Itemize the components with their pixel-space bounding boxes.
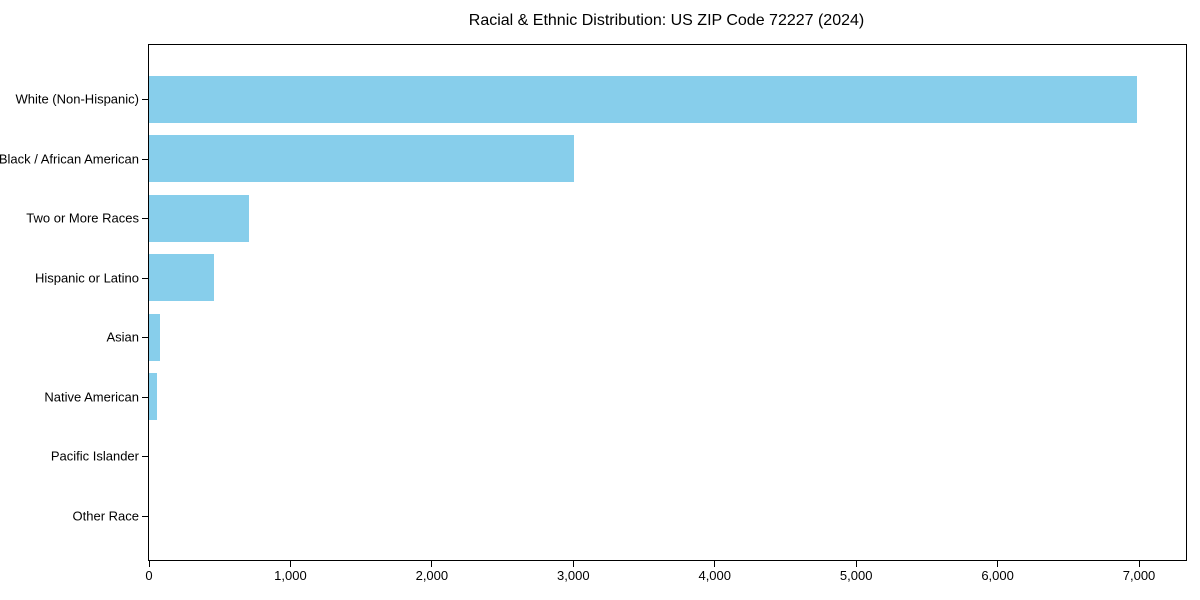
- x-axis-tick: [855, 561, 857, 567]
- y-axis-label: Asian: [106, 329, 139, 345]
- x-axis-tick: [997, 561, 999, 567]
- plot-area: White (Non-Hispanic) Black / African Amer…: [0, 44, 1187, 582]
- bar-native-american: [149, 373, 158, 420]
- y-axis-tick: [142, 515, 148, 517]
- bar-two-or-more-races: [149, 194, 250, 242]
- y-axis-label: Hispanic or Latino: [34, 270, 139, 285]
- y-axis-tick: [142, 456, 148, 457]
- x-axis-tick-label: 6,000: [981, 568, 1014, 583]
- x-axis-tick: [431, 561, 433, 567]
- x-axis-tick: [714, 561, 716, 567]
- bar-black-african-american: [149, 135, 574, 182]
- y-axis-label: White (Non-Hispanic): [15, 91, 139, 107]
- x-axis-tick-label: 1,000: [274, 568, 307, 583]
- y-axis-label: Native American: [44, 389, 139, 404]
- x-axis-tick-label: 7,000: [1122, 568, 1156, 583]
- y-axis-label: Pacific Islander: [50, 448, 139, 464]
- x-axis-tick-label: 0: [145, 568, 153, 583]
- y-axis-tick: [142, 337, 148, 338]
- x-axis-tick: [1138, 561, 1140, 567]
- y-axis-tick: [142, 396, 148, 398]
- y-axis-tick: [142, 158, 148, 160]
- y-axis-label: Black / African American: [0, 151, 139, 166]
- bar-asian: [149, 313, 160, 361]
- y-axis-label: Other Race: [72, 508, 139, 523]
- x-axis-tick-label: 4,000: [698, 568, 732, 583]
- y-axis-tick: [142, 277, 148, 279]
- x-axis-tick-label: 3,000: [557, 568, 590, 583]
- bar-hispanic-or-latino: [149, 254, 215, 301]
- y-axis-tick: [142, 99, 148, 100]
- x-axis-tick-label: 5,000: [839, 568, 873, 583]
- y-axis-tick: [142, 218, 148, 219]
- x-axis-tick-label: 2,000: [415, 568, 449, 583]
- bar-white-non-hispanic: [149, 75, 1137, 123]
- x-axis-tick: [572, 561, 574, 567]
- chart-title: Racial & Ethnic Distribution: US ZIP Cod…: [468, 12, 865, 29]
- x-axis-tick: [289, 561, 291, 567]
- x-axis-tick: [149, 561, 150, 567]
- y-axis-label: Two or More Races: [26, 210, 139, 226]
